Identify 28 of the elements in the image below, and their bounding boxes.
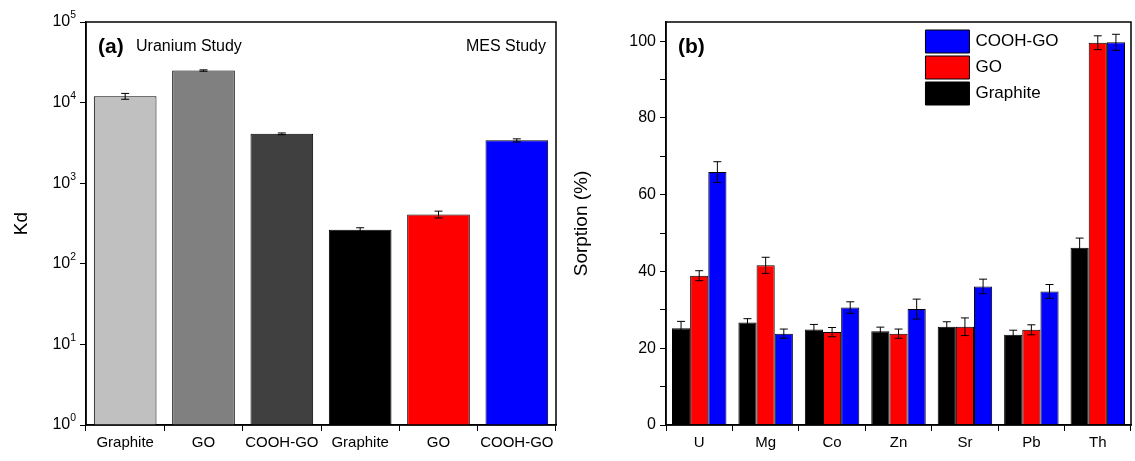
annotation: (b) xyxy=(678,33,705,57)
y-axis-title: Sorption (%) xyxy=(570,170,592,277)
x-tick-label: Th xyxy=(1089,432,1107,450)
y-tick-label: 60 xyxy=(638,185,657,203)
x-tick-label: COOH-GO xyxy=(480,432,554,450)
x-tick-label: Co xyxy=(822,432,842,450)
x-tick-label: Pb xyxy=(1022,432,1041,450)
legend-label: COOH-GO xyxy=(975,31,1059,51)
x-tick-label: GO xyxy=(426,432,451,450)
y-axis-title: Kd xyxy=(10,211,32,236)
y-tick-label: 80 xyxy=(638,108,657,126)
x-tick-label: Zn xyxy=(889,432,908,450)
y-tick-label: 100 xyxy=(629,31,657,49)
y-tick-label: 40 xyxy=(638,261,657,279)
legend-label: GO xyxy=(975,57,1002,77)
x-tick-label: U xyxy=(693,432,705,450)
annotation: MES Study xyxy=(465,37,546,55)
x-tick-label: Mg xyxy=(755,432,777,450)
x-tick-label: GO xyxy=(191,432,216,450)
annotation: Uranium Study xyxy=(136,37,242,55)
y-tick-label: 20 xyxy=(638,338,657,356)
x-tick-label: Sr xyxy=(957,432,973,450)
x-tick-label: Graphite xyxy=(96,432,154,450)
x-tick-label: Graphite xyxy=(331,432,389,450)
legend-label: Graphite xyxy=(975,83,1041,103)
x-tick-label: COOH-GO xyxy=(245,432,319,450)
annotation: (a) xyxy=(98,33,124,57)
y-tick-label: 0 xyxy=(647,415,657,433)
